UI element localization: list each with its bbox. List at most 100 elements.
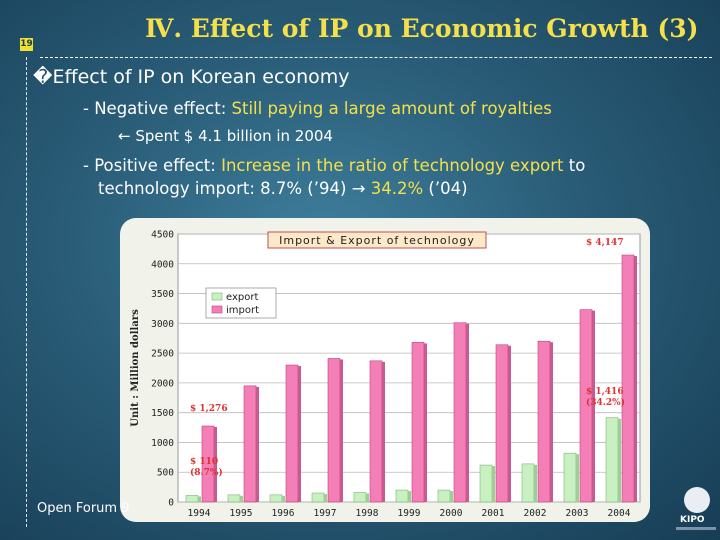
y-tick-label: 500 [157, 468, 174, 479]
y-tick-label: 3500 [151, 289, 174, 300]
import-bar [327, 358, 341, 503]
logo-underline [676, 527, 716, 530]
export-bar [311, 492, 325, 503]
import-bar [243, 385, 257, 503]
legend-label-export: export [226, 292, 258, 303]
y-tick-label: 1500 [151, 408, 174, 419]
import-bar [537, 340, 551, 503]
legend-swatch-export [211, 292, 223, 301]
export-bar-shade [450, 491, 453, 502]
import-bar-shade [592, 310, 595, 502]
import-bar-shade [382, 361, 385, 502]
logo-emblem-icon [684, 487, 710, 513]
spent-text: Spent $ 4.1 billion in 2004 [135, 127, 333, 145]
export-bar [185, 495, 199, 503]
y-tick-label: 4500 [151, 230, 174, 241]
logo-text: KIPO [680, 515, 705, 525]
import-bar [621, 254, 635, 503]
x-tick-label: 2003 [566, 508, 589, 519]
footer-text: Open Forum 9 [37, 501, 130, 516]
export-bar-shade [366, 493, 369, 502]
import-bar-shade [466, 323, 469, 502]
x-tick-label: 2002 [524, 508, 547, 519]
export-bar-shade [198, 496, 201, 502]
export-bar [395, 489, 409, 503]
export-bar [479, 464, 493, 503]
export-bar-shade [618, 418, 621, 502]
left-divider [26, 57, 27, 527]
import-bar [285, 364, 299, 503]
chart-panel: 0 500 1000 1500 2000 2500 3000 3500 4000 4500 Unit… [120, 218, 650, 522]
import-bar [453, 322, 467, 503]
negative-effect-line: - Negative effect: Still paying a large … [83, 99, 552, 118]
annotation-1276: $ 1,276 [190, 404, 228, 414]
import-bar-shade [298, 366, 301, 502]
slide-title: Ⅳ. Effect of IP on Economic Growth (3) [145, 14, 699, 43]
x-tick-label: 1995 [230, 508, 253, 519]
y-axis-label: Unit : Million dollars [130, 309, 141, 427]
export-bar-shade [576, 454, 579, 502]
positive-line2-highlight: 34.2% [370, 179, 424, 198]
negative-highlight: Still paying a large amount of royalties [231, 99, 552, 118]
export-bar [269, 494, 283, 503]
x-tick-label: 1996 [272, 508, 295, 519]
export-bar-shade [534, 464, 537, 502]
positive-effect-line-2: technology import: 8.7% (’94) → 34.2% (’… [98, 179, 468, 198]
export-bar [563, 452, 577, 503]
import-bar [369, 360, 383, 503]
y-tick-label: 2500 [151, 349, 174, 360]
annotation-1416: $ 1,416 [586, 387, 624, 397]
legend-label-import: import [226, 305, 259, 316]
export-bar-shade [492, 466, 495, 502]
chart-title-box [267, 231, 487, 249]
import-bar-shade [634, 256, 637, 502]
export-bar [437, 489, 451, 503]
title-divider [40, 57, 712, 58]
import-bar-shade [340, 359, 343, 502]
export-bar [353, 492, 367, 503]
import-bar-shade [550, 342, 553, 502]
import-bar-shade [424, 343, 427, 502]
y-tick-label: 2000 [151, 378, 174, 389]
positive-line2-prefix: technology import: 8.7% (’94) → [98, 179, 371, 198]
kipo-logo: KIPO [676, 487, 716, 537]
heading-bullet: � [33, 66, 53, 88]
export-bar-shade [324, 494, 327, 502]
legend-swatch-import [211, 305, 223, 314]
positive-suffix: to [563, 156, 586, 175]
x-tick-label: 1999 [398, 508, 421, 519]
slide-number: 19 [20, 38, 33, 51]
import-bar-shade [214, 427, 217, 502]
y-tick-label: 3000 [151, 319, 174, 330]
export-bar-shade [240, 495, 243, 502]
negative-prefix: - Negative effect: [83, 99, 232, 118]
export-bar [227, 494, 241, 503]
annotation-4147: $ 4,147 [586, 238, 624, 248]
chart-title: Import & Export of technology [279, 234, 475, 247]
annotation-110-ratio: (8.7%) [190, 467, 223, 478]
spent-line: ← Spent $ 4.1 billion in 2004 [118, 127, 333, 145]
import-bar-shade [508, 345, 511, 502]
x-tick-label: 2004 [608, 508, 631, 519]
positive-line2-suffix: (’04) [423, 179, 468, 198]
positive-prefix: - Positive effect: [83, 156, 222, 175]
annotation-110: $ 110 [190, 457, 218, 467]
positive-highlight: Increase in the ratio of technology expo… [221, 156, 564, 175]
x-tick-label: 1994 [188, 508, 211, 519]
y-tick-label: 0 [168, 498, 174, 509]
y-tick-label: 1000 [151, 438, 174, 449]
x-tick-label: 1997 [314, 508, 337, 519]
export-bar [605, 417, 619, 503]
export-bar-shade [408, 491, 411, 502]
bar-chart: 0 500 1000 1500 2000 2500 3000 3500 4000 4500 Unit… [130, 230, 641, 519]
export-bar-shade [282, 495, 285, 502]
import-bar [495, 344, 509, 503]
annotation-1416-ratio: (34.2%) [586, 397, 625, 408]
export-bar [521, 463, 535, 503]
positive-effect-line: - Positive effect: Increase in the ratio… [83, 156, 585, 175]
y-tick-label: 4000 [151, 259, 174, 270]
left-arrow-icon: ← [118, 127, 136, 145]
section-heading: �Effect of IP on Korean economy [33, 66, 350, 88]
import-bar [411, 342, 425, 503]
heading-text: Effect of IP on Korean economy [52, 66, 350, 88]
